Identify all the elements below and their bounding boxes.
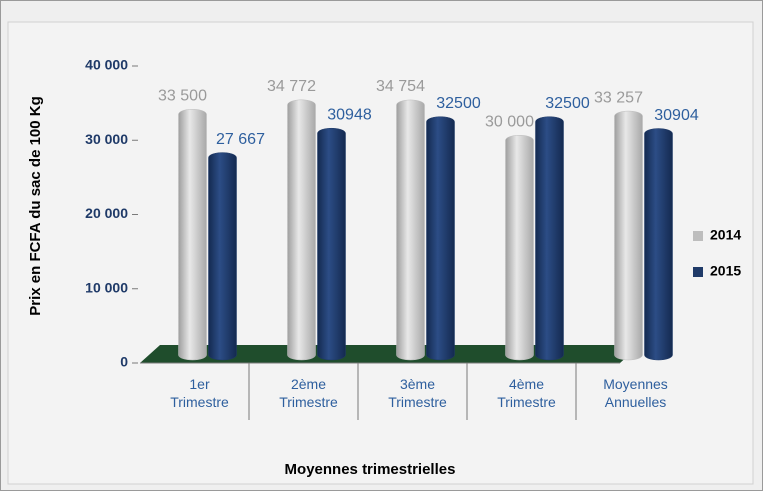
x-tick-label-line: Trimestre [497,394,556,410]
x-tick-label: 2ème Trimestre [279,376,338,410]
value-label: 32500 [545,95,590,112]
value-label: 34 754 [376,78,425,95]
x-tick-label-line: Trimestre [279,394,338,410]
value-label: 32500 [436,95,481,112]
bar [317,127,346,361]
value-label: 33 500 [158,87,207,104]
legend-label: 2014 [710,227,741,243]
value-label: 30 000 [485,113,534,130]
bar [614,110,643,361]
x-tick-label-line: Trimestre [388,394,447,410]
x-tick-label: Moyennes Annuelles [603,376,668,410]
y-tick-label: 30 000 [85,131,128,147]
bar [535,116,564,361]
x-tick-label: 4ème Trimestre [497,376,556,410]
bar [208,152,237,361]
bar [426,116,455,361]
value-label: 34 772 [267,78,316,95]
x-tick-label-line: Trimestre [170,394,229,410]
x-tick-label-line: Moyennes [603,376,668,392]
y-tick-label: 0 [120,354,128,370]
y-tick-label: 40 000 [85,57,128,73]
x-tick-label: 1er Trimestre [170,376,229,410]
bar [644,128,673,361]
legend-swatch [693,267,703,277]
x-tick-label-line: 1er [189,376,210,392]
value-label: 27 667 [216,131,265,148]
x-axis-title: Moyennes trimestrielles [285,461,456,478]
legend-label: 2015 [710,263,741,279]
x-tick-label-line: 4ème [509,376,544,392]
bar [178,109,207,361]
x-tick-label-line: 2ème [291,376,326,392]
y-tick-label: 10 000 [85,279,128,295]
y-tick-label: 20 000 [85,205,128,221]
bar [505,135,534,361]
value-label: 33 257 [594,89,643,106]
x-tick-label: 3ème Trimestre [388,376,447,410]
x-tick-label-line: 3ème [400,376,435,392]
legend-swatch [693,231,703,241]
x-tick-label-line: Annuelles [605,394,667,410]
y-axis-title: Prix en FCFA du sac de 100 Kg [27,96,44,316]
value-label: 30948 [327,106,372,123]
bar [287,99,316,361]
bar [396,99,425,361]
value-label: 30904 [654,107,699,124]
